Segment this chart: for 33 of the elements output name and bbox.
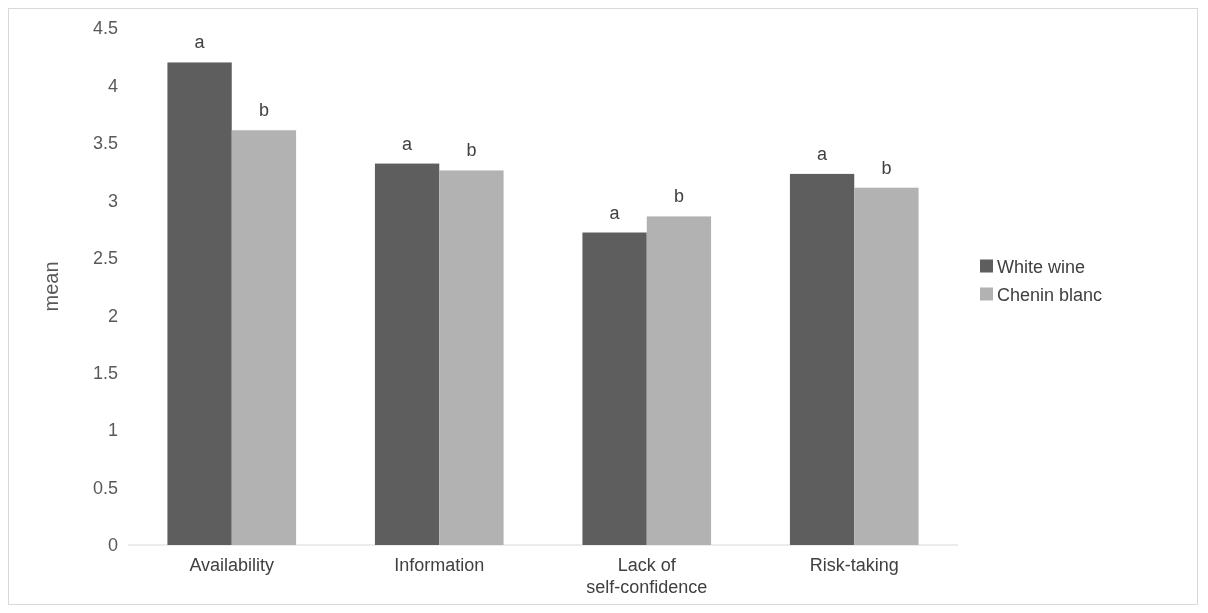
data-label: b bbox=[673, 186, 684, 207]
data-label: a bbox=[402, 133, 414, 154]
legend-label: Chenin blanc bbox=[997, 284, 1103, 305]
x-tick-label: Lack of self-confidence bbox=[586, 555, 708, 597]
bar bbox=[789, 173, 855, 545]
bar bbox=[167, 62, 232, 545]
y-tick-label: 4 bbox=[107, 75, 118, 96]
x-tick-label: Availability bbox=[189, 555, 275, 575]
x-tick-label: Information bbox=[394, 555, 485, 575]
y-tick-label: 1.5 bbox=[92, 362, 118, 383]
bar bbox=[854, 187, 919, 545]
data-label: b bbox=[258, 100, 269, 121]
y-tick-label: 0 bbox=[107, 535, 118, 556]
legend-label: White wine bbox=[997, 256, 1086, 277]
y-tick-label: 4.5 bbox=[92, 18, 118, 39]
data-label: a bbox=[817, 143, 829, 164]
y-axis-title: mean bbox=[40, 261, 62, 312]
data-label: a bbox=[194, 32, 206, 53]
bar bbox=[231, 130, 297, 545]
data-label: a bbox=[609, 202, 621, 223]
x-tick-label: Risk-taking bbox=[809, 555, 899, 575]
bar bbox=[439, 170, 504, 545]
bar bbox=[374, 163, 440, 545]
bar bbox=[582, 232, 647, 545]
y-tick-label: 0.5 bbox=[92, 477, 118, 498]
y-tick-label: 2 bbox=[107, 305, 118, 326]
data-label: b bbox=[881, 157, 892, 178]
y-tick-label: 3.5 bbox=[92, 133, 118, 154]
y-tick-label: 1 bbox=[107, 420, 118, 441]
y-tick-label: 2.5 bbox=[92, 248, 118, 269]
y-tick-label: 3 bbox=[107, 190, 118, 211]
data-label: b bbox=[466, 140, 477, 161]
bar bbox=[646, 216, 712, 545]
